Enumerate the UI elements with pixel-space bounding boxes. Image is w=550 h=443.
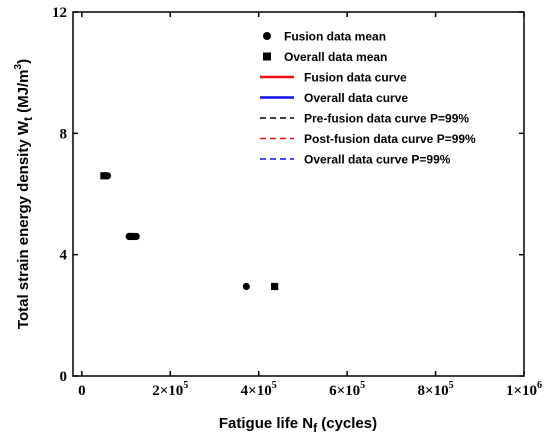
legend-marker xyxy=(263,32,271,40)
x-tick-label: 2×105 xyxy=(152,380,188,399)
legend-label: Overall data curve xyxy=(304,91,408,105)
legend: Fusion data mean Overall data mean Fusion … xyxy=(260,30,476,167)
data-point xyxy=(127,232,135,241)
legend-marker xyxy=(263,52,271,61)
data-point xyxy=(100,172,108,180)
y-axis-ticks: 0 4 8 12 xyxy=(52,5,524,385)
plot-area-frame xyxy=(72,11,525,377)
legend-label: Overall data curve P=99% xyxy=(304,153,451,167)
x-tick-label: 0 xyxy=(78,383,86,399)
y-tick-label: 8 xyxy=(60,126,68,142)
legend-label: Overall data mean xyxy=(284,50,387,64)
x-tick-label: 1×106 xyxy=(506,380,542,399)
x-axis-title: Fatigue life Nf (cycles) xyxy=(219,415,377,435)
legend-label: Pre-fusion data curve P=99% xyxy=(304,112,469,126)
y-tick-label: 12 xyxy=(52,5,67,21)
x-tick-label: 8×105 xyxy=(418,380,454,399)
x-axis-ticks: 0 2×105 4×105 6×105 8×105 1×106 xyxy=(78,12,542,399)
data-point xyxy=(271,282,279,291)
x-tick-label: 4×105 xyxy=(241,380,277,399)
x-tick-label: 6×105 xyxy=(329,380,365,399)
marker-group xyxy=(100,172,279,291)
y-tick-label: 4 xyxy=(60,248,68,264)
y-tick-label: 0 xyxy=(60,369,68,385)
legend-label: Fusion data curve xyxy=(304,71,407,85)
legend-label: Post-fusion data curve P=99% xyxy=(304,132,476,146)
data-point xyxy=(242,282,250,291)
y-axis-title: Total strain energy density Wt (MJ/m3) xyxy=(13,59,35,329)
legend-label: Fusion data mean xyxy=(284,30,386,44)
